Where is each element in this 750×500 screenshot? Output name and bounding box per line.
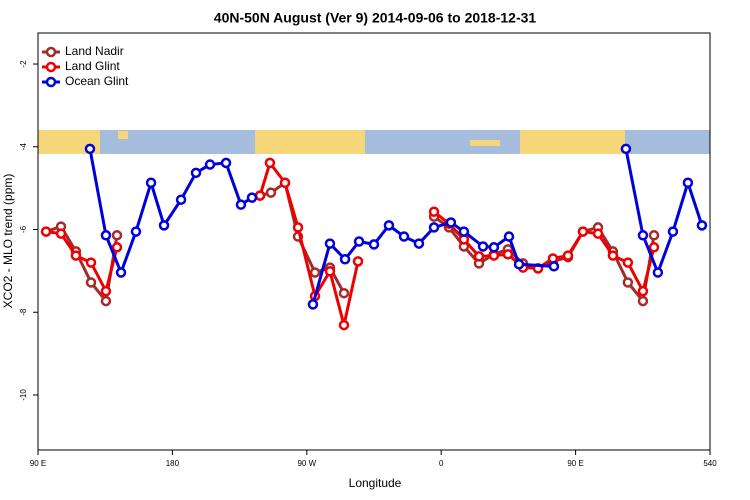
x-tick-label: 0 [439, 459, 444, 468]
series-point [324, 238, 336, 249]
series-point [279, 177, 291, 189]
series-point [445, 217, 457, 228]
series-point [204, 159, 216, 170]
series-point [682, 177, 694, 189]
series-point [352, 256, 364, 267]
series-point [84, 143, 96, 155]
series-point [85, 277, 97, 288]
series-point [254, 190, 266, 201]
series-point [324, 266, 336, 277]
series-point [413, 238, 425, 249]
series-point [383, 220, 395, 231]
series-point [648, 242, 660, 253]
series-point [637, 285, 649, 297]
series-line [88, 148, 704, 305]
series-point [220, 157, 232, 169]
series-point [503, 231, 515, 242]
series-point [235, 199, 247, 210]
series-point [652, 267, 664, 278]
series-point [130, 226, 142, 237]
series-point [292, 222, 304, 233]
series-point [622, 257, 634, 268]
series-point [339, 254, 351, 265]
series-line [45, 180, 656, 305]
series-point [577, 226, 589, 237]
series-point [696, 220, 708, 231]
series-point [40, 226, 52, 237]
series-point [100, 295, 112, 307]
series-point [368, 239, 380, 250]
series-point [309, 267, 321, 278]
series-point [265, 187, 277, 198]
series-point [548, 261, 560, 272]
series-point [488, 242, 500, 253]
series-point [246, 192, 258, 203]
legend-marker [45, 46, 57, 58]
series-point [513, 259, 525, 270]
series-point [620, 143, 632, 155]
series-point [637, 295, 649, 307]
series-point [473, 251, 485, 262]
legend-label: Ocean Glint [65, 74, 129, 88]
y-axis-label: XCO2 - MLO trend (ppm) [1, 174, 15, 309]
legend-label: Land Nadir [65, 44, 124, 58]
series-point [70, 250, 82, 261]
y-tick-label: -6 [19, 225, 28, 233]
series-point [175, 194, 187, 205]
series-point [592, 228, 604, 239]
x-tick-label: 540 [703, 459, 717, 468]
x-tick-label: 90 E [30, 459, 46, 468]
y-tick-label: -10 [19, 389, 28, 401]
chart-title: 40N-50N August (Ver 9) 2014-09-06 to 201… [214, 10, 537, 26]
series-point [338, 319, 350, 331]
series-point [111, 230, 123, 241]
series-point [115, 267, 127, 278]
series-point [398, 231, 410, 242]
series-point [338, 287, 350, 299]
y-tick-label: -8 [19, 308, 28, 316]
series-point [428, 206, 440, 217]
series-point [158, 220, 170, 231]
series-point [607, 250, 619, 261]
x-tick-label: 90 E [567, 459, 583, 468]
series-line [45, 159, 656, 326]
x-tick-label: 90 W [297, 459, 316, 468]
y-tick-label: -2 [19, 60, 28, 68]
series-point [502, 249, 514, 260]
series-point [667, 226, 679, 237]
series-point [637, 230, 649, 241]
series-point [111, 242, 123, 253]
series-point [622, 277, 634, 288]
series-point [85, 257, 97, 268]
legend-label: Land Glint [65, 59, 120, 73]
series-point [562, 250, 574, 261]
series-point [648, 230, 660, 241]
x-tick-label: 180 [166, 459, 180, 468]
series-point [488, 250, 500, 261]
series-point [353, 236, 365, 247]
map-strip [38, 130, 710, 154]
x-axis-label: Longitude [349, 476, 402, 490]
plot-frame [37, 32, 711, 451]
series-point [307, 299, 319, 310]
series-point [428, 222, 440, 233]
y-tick-label: -4 [19, 143, 28, 151]
series-point [145, 177, 157, 189]
series-point [458, 226, 470, 237]
series-point [477, 241, 489, 252]
series-point [55, 228, 67, 239]
legend-marker [45, 76, 57, 88]
series-point [100, 230, 112, 241]
series-point [190, 167, 202, 179]
legend-marker [45, 61, 57, 73]
series-point [100, 285, 112, 297]
series-point [264, 157, 276, 169]
